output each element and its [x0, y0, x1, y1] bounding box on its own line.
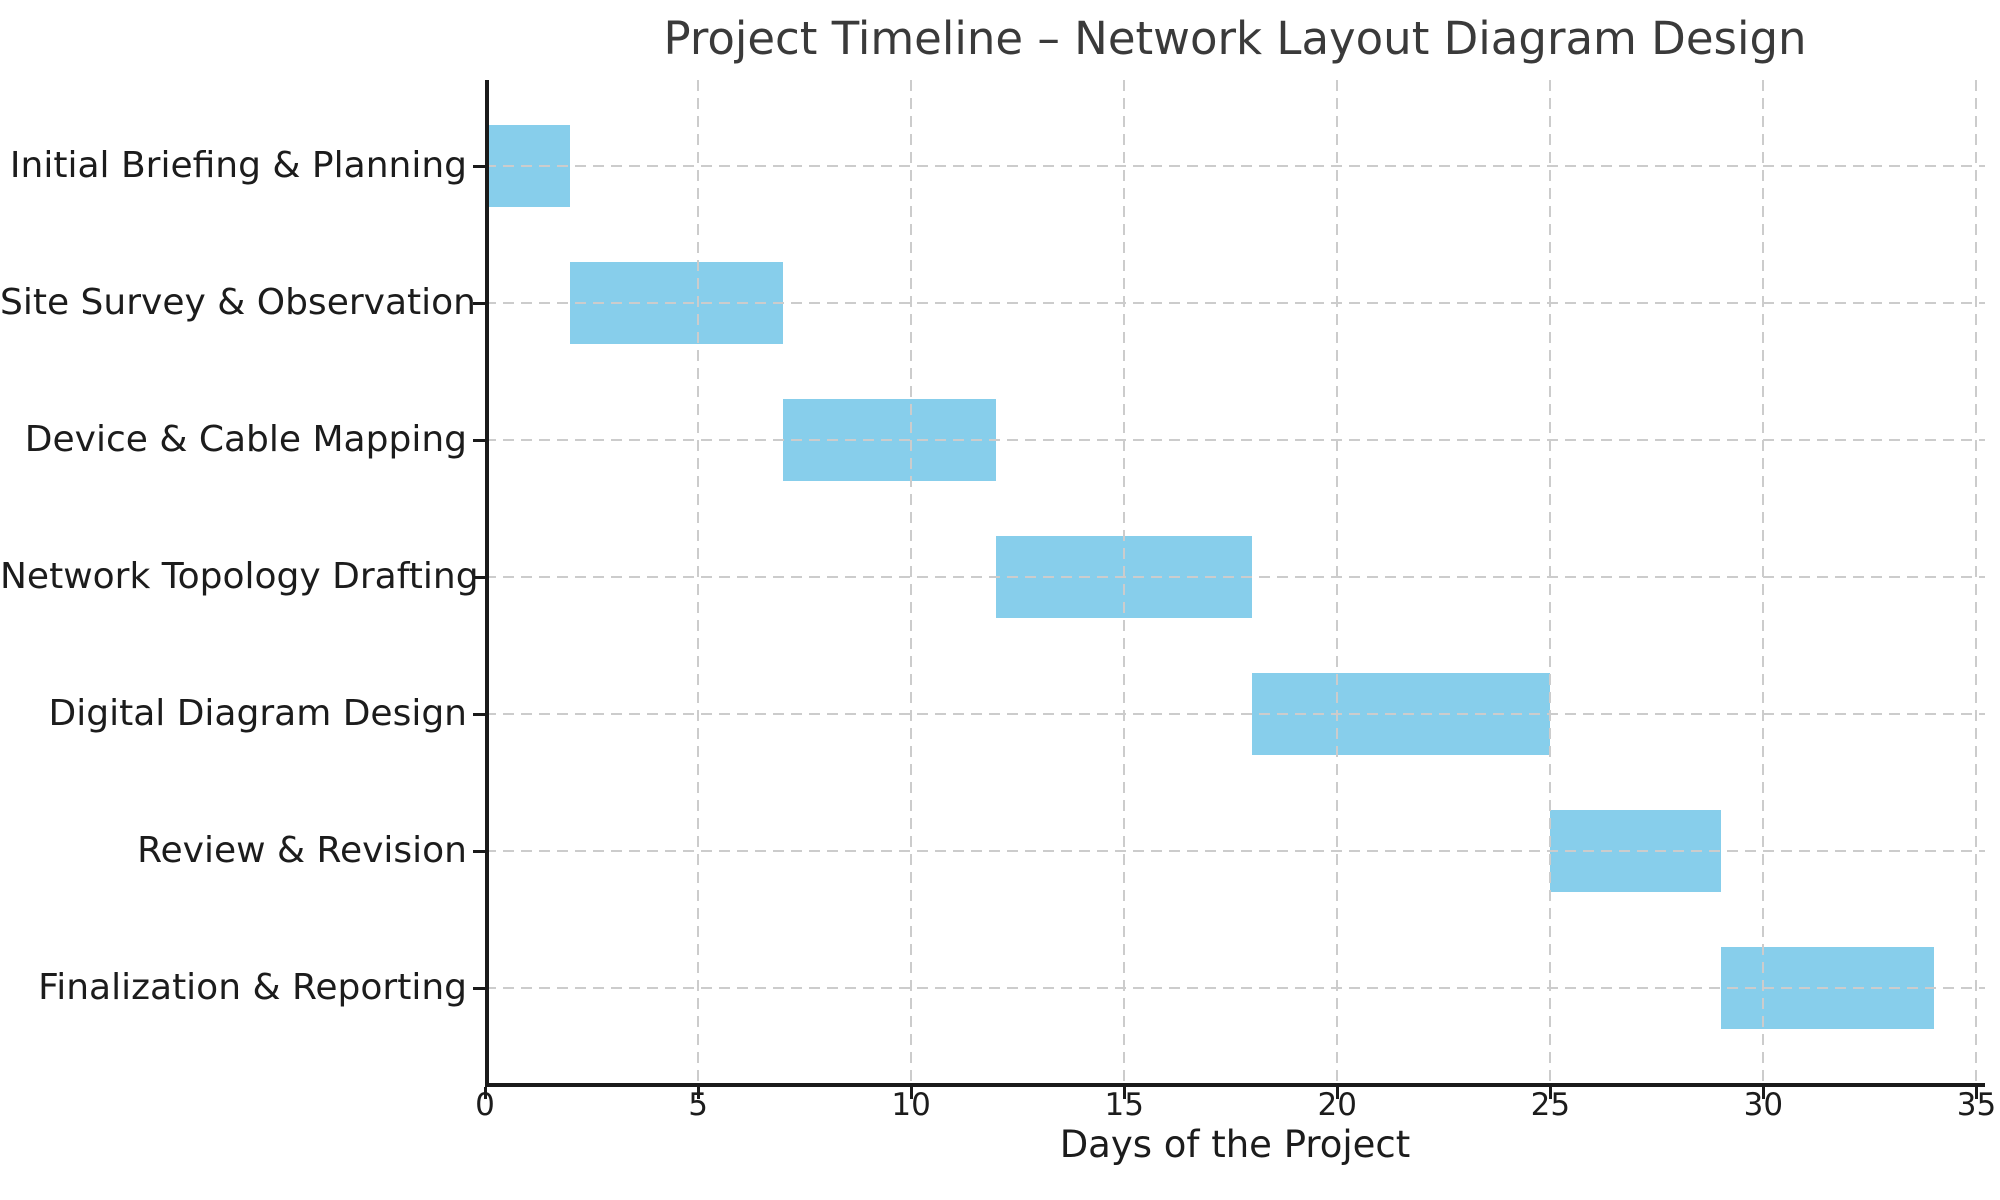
y-tick-mark [473, 575, 485, 579]
x-tick-label: 5 [688, 1087, 708, 1123]
chart-title: Project Timeline – Network Layout Diagra… [663, 12, 1807, 65]
horizontal-gridline [485, 850, 1985, 852]
plot-area [485, 80, 1985, 1083]
y-tick-mark [473, 164, 485, 168]
category-label: Finalization & Reporting [38, 967, 467, 1008]
vertical-gridline [910, 80, 913, 1083]
horizontal-gridline [485, 987, 1985, 989]
x-axis-title: Days of the Project [1059, 1123, 1411, 1166]
category-label: Site Survey & Observation [0, 282, 476, 323]
y-axis-line [485, 80, 489, 1087]
vertical-gridline [1975, 80, 1978, 1083]
vertical-gridline [697, 80, 700, 1083]
horizontal-gridline [485, 439, 1985, 441]
x-tick-mark [696, 1087, 700, 1099]
x-tick-mark [909, 1087, 913, 1099]
x-tick-mark [1335, 1087, 1339, 1099]
category-label: Initial Briefing & Planning [9, 145, 467, 186]
category-label: Device & Cable Mapping [24, 419, 467, 460]
x-tick-label: 35 [1956, 1087, 1997, 1123]
x-tick-mark [1974, 1087, 1978, 1099]
x-axis-line [485, 1083, 1985, 1087]
x-tick-mark [1122, 1087, 1126, 1099]
vertical-gridline [1549, 80, 1552, 1083]
y-tick-mark [473, 301, 485, 305]
horizontal-gridline [485, 576, 1985, 578]
x-tick-label: 0 [475, 1087, 495, 1123]
y-tick-mark [473, 986, 485, 990]
y-tick-mark [473, 438, 485, 442]
horizontal-gridline [485, 713, 1985, 715]
vertical-gridline [1762, 80, 1765, 1083]
y-tick-mark [473, 849, 485, 853]
horizontal-gridline [485, 302, 1985, 304]
horizontal-gridline [485, 165, 1985, 167]
x-tick-mark [1761, 1087, 1765, 1099]
category-label: Review & Revision [137, 830, 467, 871]
category-label: Digital Diagram Design [48, 693, 468, 734]
x-tick-mark [483, 1087, 487, 1099]
x-tick-mark [1548, 1087, 1552, 1099]
vertical-gridline [1336, 80, 1339, 1083]
y-tick-mark [473, 712, 485, 716]
vertical-gridline [1123, 80, 1126, 1083]
category-label: Network Topology Drafting [0, 556, 479, 597]
